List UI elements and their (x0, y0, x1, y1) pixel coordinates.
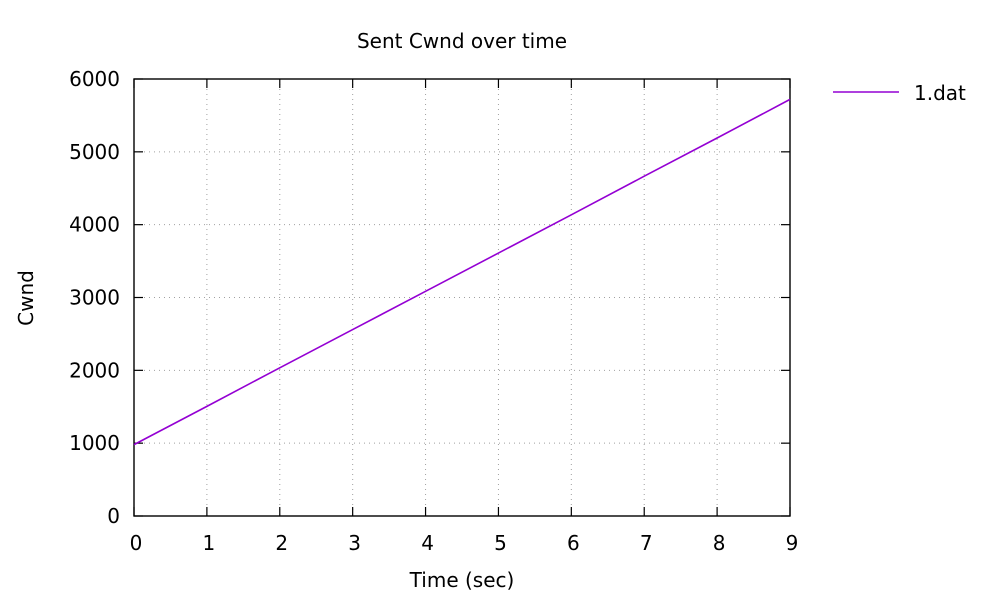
y-axis-label: Cwnd (14, 270, 38, 326)
y-tick-label: 5000 (69, 140, 120, 164)
x-tick-label: 3 (348, 531, 361, 555)
x-tick-label: 8 (713, 531, 726, 555)
axis-ticks (133, 78, 791, 517)
grid (134, 79, 790, 516)
y-tick-label: 4000 (69, 213, 120, 237)
legend: 1.dat (833, 81, 966, 105)
x-axis-label: Time (sec) (409, 568, 515, 592)
y-tick-label: 2000 (69, 358, 120, 382)
y-tick-labels: 0 1000 2000 3000 4000 5000 6000 (69, 67, 120, 528)
y-tick-label: 3000 (69, 286, 120, 310)
x-tick-label: 1 (203, 531, 216, 555)
series-line-1-dat (133, 98, 791, 446)
x-tick-label: 0 (130, 531, 143, 555)
plot-frame (133, 78, 791, 517)
y-tick-label: 1000 (69, 431, 120, 455)
y-tick-label: 6000 (69, 67, 120, 91)
x-tick-label: 2 (275, 531, 288, 555)
x-tick-label: 7 (640, 531, 653, 555)
legend-label-1-dat: 1.dat (914, 81, 966, 105)
series-group (133, 98, 791, 446)
x-tick-label: 9 (786, 531, 799, 555)
x-tick-label: 4 (421, 531, 434, 555)
x-tick-label: 5 (494, 531, 507, 555)
chart-title: Sent Cwnd over time (357, 29, 567, 53)
x-tick-label: 6 (567, 531, 580, 555)
x-tick-labels: 0 1 2 3 4 5 6 7 8 9 (130, 531, 799, 555)
y-tick-label: 0 (107, 504, 120, 528)
